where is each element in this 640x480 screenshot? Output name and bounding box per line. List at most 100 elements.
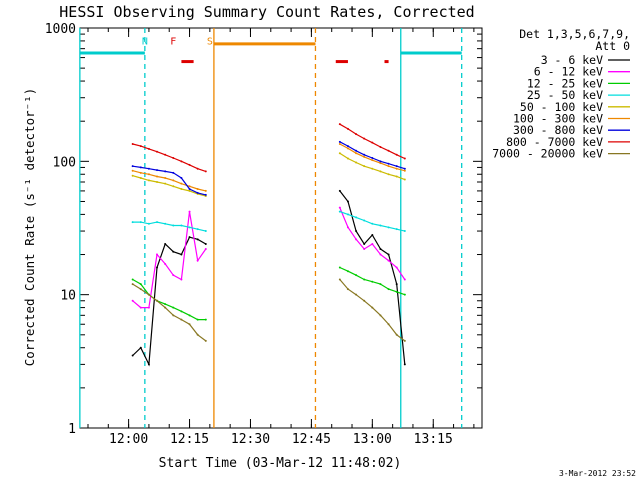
- data-point: [403, 339, 406, 342]
- data-point: [338, 140, 341, 143]
- data-point: [131, 169, 134, 172]
- y-axis-title: Corrected Count Rate (s⁻¹ detector⁻¹): [22, 88, 37, 366]
- data-point: [164, 176, 167, 179]
- data-point: [355, 230, 358, 233]
- series-line: [132, 165, 206, 196]
- flag-label: S: [207, 37, 213, 48]
- data-point: [387, 149, 390, 152]
- data-point: [196, 333, 199, 336]
- data-point: [139, 288, 142, 291]
- data-point: [156, 150, 159, 153]
- legend-label: 7000 - 20000 keV: [492, 147, 603, 161]
- data-point: [131, 221, 134, 224]
- y-tick-label: 10: [60, 289, 76, 304]
- data-point: [403, 293, 406, 296]
- data-point: [180, 224, 183, 227]
- series-line: [132, 283, 207, 342]
- data-point: [188, 236, 191, 239]
- data-point: [156, 175, 159, 178]
- legend-label: 50 - 100 keV: [520, 100, 603, 114]
- data-point: [188, 189, 191, 192]
- data-point: [164, 303, 167, 306]
- data-point: [188, 188, 191, 191]
- data-point: [371, 141, 374, 144]
- data-point: [355, 274, 358, 277]
- x-tick-label: 12:30: [231, 432, 270, 447]
- data-point: [346, 200, 349, 203]
- data-point: [371, 167, 374, 170]
- data-point: [172, 224, 175, 227]
- data-point: [196, 318, 199, 321]
- data-point: [338, 189, 341, 192]
- data-point: [338, 266, 341, 269]
- data-point: [395, 228, 398, 231]
- data-point: [371, 306, 374, 309]
- data-point: [338, 152, 341, 155]
- data-point: [355, 152, 358, 155]
- data-point: [387, 288, 390, 291]
- data-point: [403, 178, 406, 181]
- data-point: [355, 216, 358, 219]
- data-point: [172, 171, 175, 174]
- data-point: [363, 137, 366, 140]
- data-point: [180, 182, 183, 185]
- data-point: [156, 266, 159, 269]
- data-point: [156, 180, 159, 183]
- data-point: [363, 155, 366, 158]
- data-point: [139, 176, 142, 179]
- data-point: [172, 179, 175, 182]
- data-point: [164, 262, 167, 265]
- data-point: [379, 146, 382, 149]
- data-point: [139, 145, 142, 148]
- data-point: [172, 306, 175, 309]
- legend-label: 3 - 6 keV: [541, 53, 603, 67]
- data-point: [180, 188, 183, 191]
- data-point: [172, 250, 175, 253]
- data-point: [395, 333, 398, 336]
- data-point: [371, 242, 374, 245]
- data-point: [139, 221, 142, 224]
- series-line: [339, 190, 406, 365]
- y-tick-label: 100: [53, 155, 76, 170]
- data-point: [164, 153, 167, 156]
- data-point: [147, 306, 150, 309]
- data-point: [395, 165, 398, 168]
- data-point: [346, 270, 349, 273]
- y-tick-label: 1: [68, 422, 76, 437]
- data-point: [180, 310, 183, 313]
- data-point: [164, 182, 167, 185]
- data-point: [204, 248, 207, 251]
- data-point: [147, 222, 150, 225]
- axes-group: 1 10 100 1000 12:00 12:15 12:30 12:45 13:00 13:15: [45, 22, 482, 447]
- data-point: [387, 173, 390, 176]
- legend-label: 100 - 300 keV: [513, 112, 603, 126]
- x-tick-label: 13:15: [414, 432, 453, 447]
- data-point: [139, 166, 142, 169]
- data-point: [131, 299, 134, 302]
- data-point: [379, 248, 382, 251]
- data-point: [156, 299, 159, 302]
- legend-label: 300 - 800 keV: [513, 123, 603, 137]
- data-point: [346, 127, 349, 130]
- data-point: [387, 162, 390, 165]
- data-point: [196, 167, 199, 170]
- legend-label: 6 - 12 keV: [534, 65, 603, 79]
- legend-label: 25 - 50 keV: [527, 88, 603, 102]
- data-point: [355, 149, 358, 152]
- data-point: [196, 188, 199, 191]
- series-group: [131, 123, 406, 367]
- data-point: [147, 147, 150, 150]
- data-point: [379, 283, 382, 286]
- date-stamp: 3-Mar-2012 23:52: [559, 469, 636, 478]
- data-point: [172, 156, 175, 159]
- data-point: [131, 165, 134, 168]
- data-point: [188, 323, 191, 326]
- data-point: [355, 161, 358, 164]
- data-point: [346, 288, 349, 291]
- data-point: [363, 153, 366, 156]
- series-line: [132, 211, 207, 309]
- data-point: [188, 314, 191, 317]
- data-point: [172, 185, 175, 188]
- x-tick-label: 12:15: [170, 432, 209, 447]
- series-line: [339, 279, 406, 342]
